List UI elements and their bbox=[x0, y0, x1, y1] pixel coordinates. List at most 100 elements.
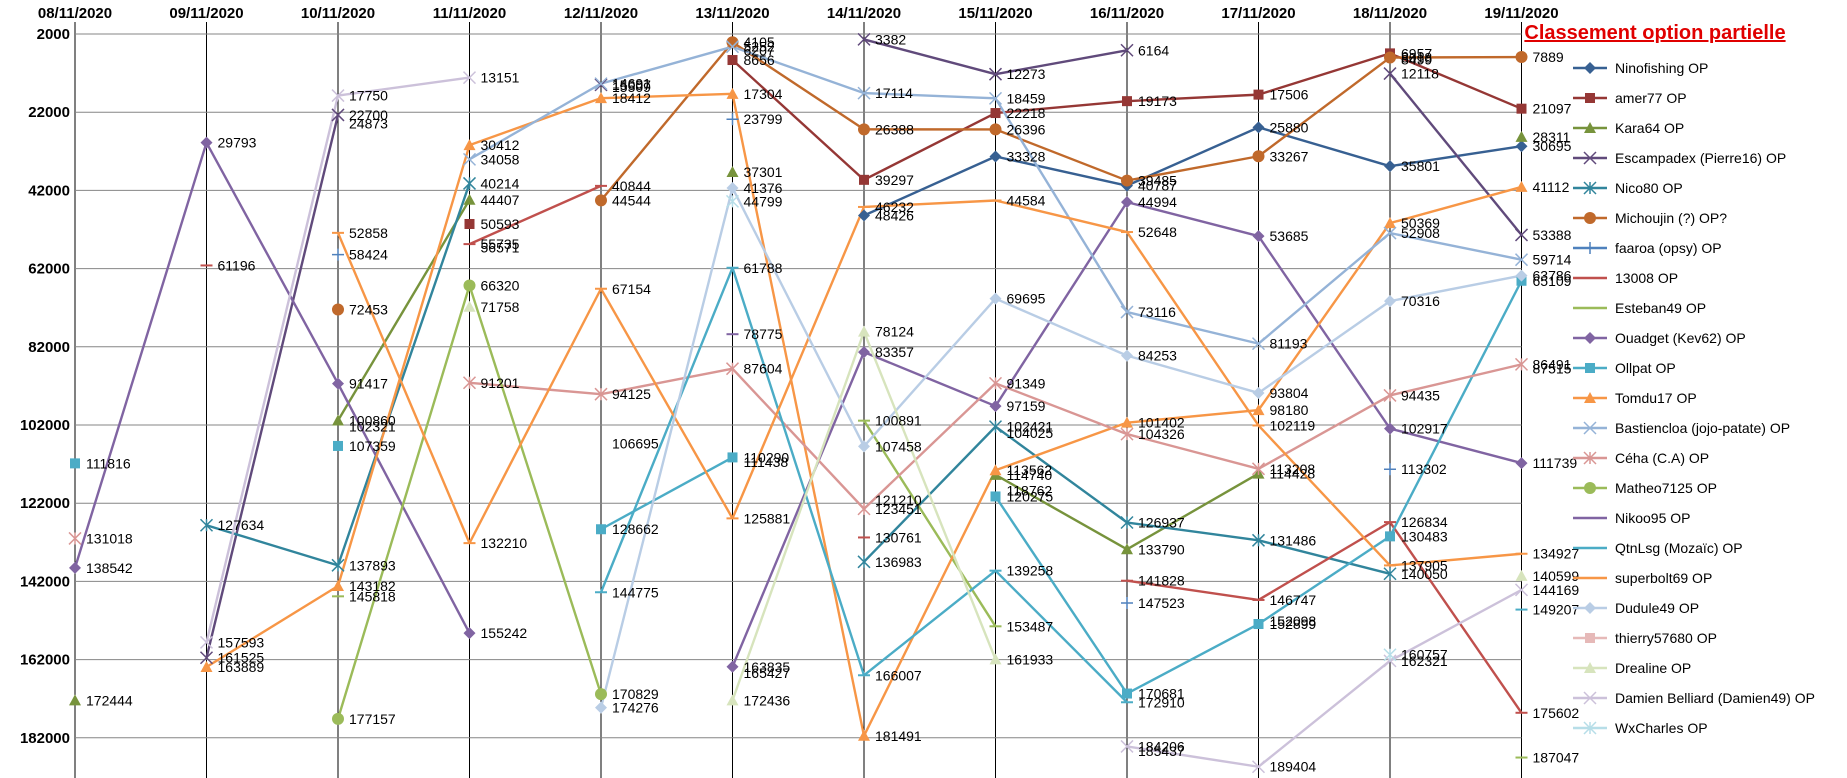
data-point bbox=[1252, 404, 1265, 416]
data-point bbox=[1252, 150, 1265, 163]
series-line bbox=[336, 199, 1522, 567]
data-label: 53685 bbox=[1270, 228, 1309, 244]
legend-entry: Michoujin (?) OP? bbox=[1573, 210, 1727, 226]
data-label: 91349 bbox=[1007, 375, 1046, 391]
data-label: 152899 bbox=[1270, 616, 1317, 632]
legend-entry: Ouadget (Kev62) OP bbox=[1573, 330, 1746, 346]
data-point bbox=[989, 292, 1002, 305]
legend-label: superbolt69 OP bbox=[1615, 570, 1712, 586]
data-point bbox=[1514, 253, 1529, 267]
data-label: 86491 bbox=[1533, 356, 1572, 372]
data-label: 189404 bbox=[1270, 759, 1317, 775]
data-label: 15007 bbox=[612, 77, 651, 93]
legend-entry: Escampadex (Pierre16) OP bbox=[1573, 150, 1786, 166]
data-point bbox=[1384, 160, 1396, 173]
data-label: 170829 bbox=[612, 686, 659, 702]
data-label: 63786 bbox=[1533, 268, 1572, 284]
data-label: 46232 bbox=[875, 199, 914, 215]
data-point bbox=[1384, 51, 1396, 64]
data-label: 13151 bbox=[481, 70, 520, 86]
data-label: 81193 bbox=[1270, 336, 1308, 352]
data-label: 14691 bbox=[612, 76, 651, 92]
data-label: 155242 bbox=[481, 625, 528, 641]
data-label: 26388 bbox=[875, 121, 914, 137]
data-label: 107458 bbox=[875, 438, 922, 454]
data-label: 48426 bbox=[875, 208, 914, 224]
y-tick-label: 42000 bbox=[28, 182, 70, 199]
data-label: 102421 bbox=[1007, 419, 1054, 435]
data-label: 52908 bbox=[1401, 225, 1440, 241]
data-label: 35801 bbox=[1401, 158, 1440, 174]
legend-marker bbox=[1584, 212, 1596, 224]
data-point bbox=[859, 174, 869, 185]
legend-entry: Ninofishing OP bbox=[1573, 60, 1708, 76]
data-label: 177157 bbox=[349, 711, 396, 727]
legend-label: WxCharles OP bbox=[1615, 720, 1708, 736]
series-line bbox=[336, 199, 471, 422]
data-label: 91417 bbox=[349, 376, 388, 392]
legend-marker bbox=[1585, 93, 1595, 103]
data-point bbox=[1121, 349, 1133, 362]
legend-label: Ouadget (Kev62) OP bbox=[1615, 330, 1746, 346]
data-point bbox=[1515, 51, 1528, 64]
data-point bbox=[1515, 130, 1528, 142]
data-label: 126937 bbox=[1138, 515, 1185, 531]
data-label: 41376 bbox=[744, 180, 783, 196]
data-label: 149207 bbox=[1533, 602, 1580, 618]
data-label: 181491 bbox=[875, 728, 922, 744]
legend-entry: Esteban49 OP bbox=[1573, 300, 1706, 316]
data-label: 44584 bbox=[1007, 193, 1046, 209]
data-label: 185437 bbox=[1138, 743, 1185, 759]
legend-entry: amer77 OP bbox=[1573, 90, 1687, 106]
data-label: 161933 bbox=[1007, 651, 1054, 667]
data-label: 162321 bbox=[1401, 653, 1448, 669]
data-label: 55735 bbox=[481, 236, 520, 252]
data-label: 113302 bbox=[1401, 461, 1447, 477]
legend-label: Tomdu17 OP bbox=[1615, 390, 1697, 406]
data-label: 61196 bbox=[218, 257, 256, 273]
data-point bbox=[989, 123, 1002, 136]
data-point bbox=[726, 166, 739, 178]
legend-marker bbox=[1584, 392, 1596, 403]
x-tick-label: 14/11/2020 bbox=[827, 5, 901, 22]
data-point bbox=[1383, 388, 1397, 402]
data-label: 8018 bbox=[1401, 50, 1432, 66]
x-tick-label: 13/11/2020 bbox=[695, 5, 769, 22]
data-label: 56571 bbox=[481, 239, 520, 255]
data-label: 26396 bbox=[1007, 121, 1046, 137]
data-label: 37301 bbox=[744, 164, 783, 180]
legend-entry: Nico80 OP bbox=[1573, 180, 1683, 196]
legend-entry: Tomdu17 OP bbox=[1573, 390, 1697, 406]
data-point bbox=[1251, 533, 1266, 547]
legend-marker bbox=[1583, 421, 1597, 435]
legend-entry: Kara64 OP bbox=[1573, 120, 1684, 136]
data-point bbox=[595, 92, 607, 104]
data-label: 83357 bbox=[875, 344, 914, 360]
data-label: 166007 bbox=[875, 667, 922, 683]
data-label: 94435 bbox=[1401, 387, 1440, 403]
data-point bbox=[726, 694, 739, 706]
data-point bbox=[1120, 515, 1134, 530]
data-point bbox=[1515, 140, 1528, 153]
data-label: 87604 bbox=[744, 361, 783, 377]
legend-marker bbox=[1584, 662, 1596, 673]
data-point bbox=[988, 420, 1003, 434]
data-point bbox=[726, 181, 739, 194]
data-label: 126834 bbox=[1401, 514, 1448, 530]
series-line bbox=[1126, 588, 1523, 768]
data-label: 22700 bbox=[349, 107, 388, 123]
series-line bbox=[863, 126, 1522, 217]
legend-entry: superbolt69 OP bbox=[1573, 570, 1712, 586]
data-point bbox=[332, 303, 344, 316]
legend-marker bbox=[1585, 633, 1595, 643]
data-label: 28311 bbox=[1533, 129, 1571, 145]
data-point bbox=[989, 464, 1002, 476]
legend-entry: Céha (C.A) OP bbox=[1573, 450, 1709, 466]
data-point bbox=[1121, 543, 1133, 555]
data-label: 44544 bbox=[612, 192, 651, 208]
x-tick-label: 11/11/2020 bbox=[433, 5, 506, 22]
data-point bbox=[858, 209, 870, 222]
data-point bbox=[463, 279, 476, 292]
data-label: 41112 bbox=[1533, 179, 1570, 195]
